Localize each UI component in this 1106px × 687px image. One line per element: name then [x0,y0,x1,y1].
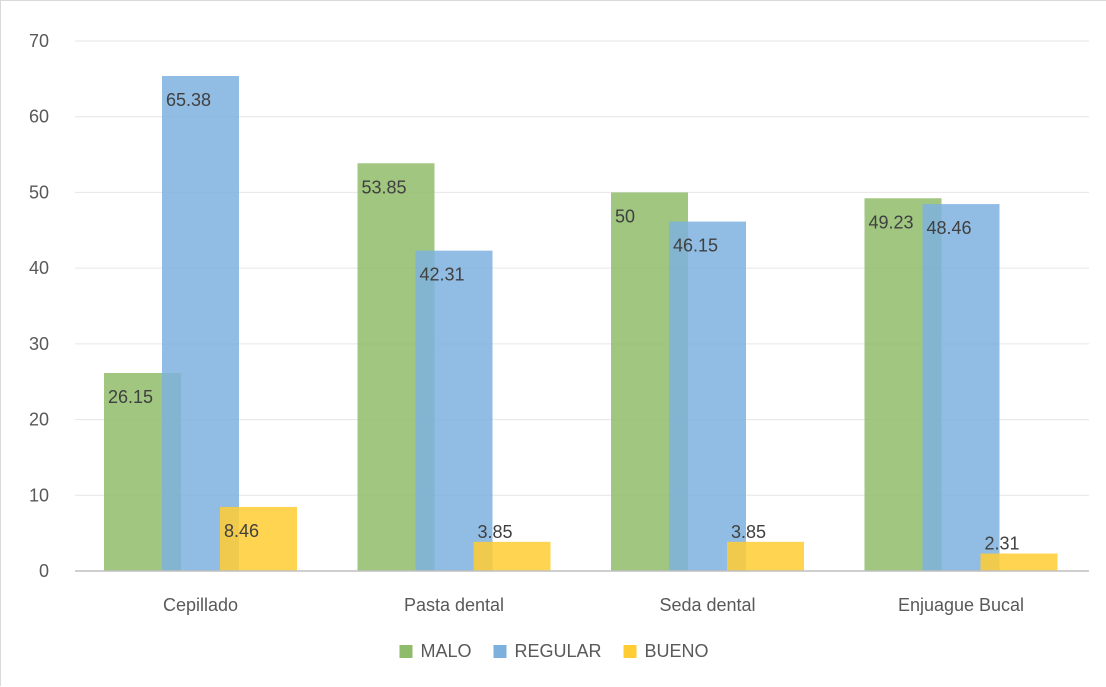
data-label: 2.31 [985,534,1020,554]
bar-bueno [220,506,297,571]
x-category-label: Seda dental [659,595,755,615]
bar-regular [669,221,746,572]
data-label: 42.31 [420,265,465,285]
data-label: 3.85 [731,522,766,542]
y-tick-label: 30 [29,334,49,354]
legend-label-regular: REGULAR [514,641,601,661]
y-tick-label: 60 [29,107,49,127]
bar-bueno [473,541,551,571]
bar-bueno [727,541,804,571]
y-tick-label: 40 [29,258,49,278]
data-label: 53.85 [362,177,407,197]
data-label: 50 [615,206,635,226]
bar-regular [415,250,493,571]
y-tick-label: 10 [29,485,49,505]
data-label: 48.46 [927,218,972,238]
legend-swatch-bueno [623,645,637,658]
legend-swatch-malo [399,645,413,658]
data-label: 8.46 [224,521,259,541]
bar-regular [162,75,239,571]
legend-label-bueno: BUENO [645,641,709,661]
legend-label-malo: MALO [420,641,471,661]
data-label: 26.15 [108,387,153,407]
y-tick-label: 0 [39,561,49,581]
bar-regular [922,204,1000,572]
x-category-label: Cepillado [163,595,238,615]
x-category-label: Pasta dental [404,595,504,615]
data-label: 65.38 [166,90,211,110]
data-label: 46.15 [673,236,718,256]
y-tick-label: 20 [29,410,49,430]
bar-bueno [980,553,1058,571]
y-tick-label: 50 [29,182,49,202]
data-label: 49.23 [869,212,914,232]
y-tick-label: 70 [29,31,49,51]
legend-swatch-regular [493,645,507,658]
x-category-label: Enjuague Bucal [898,595,1024,615]
data-label: 3.85 [478,522,513,542]
